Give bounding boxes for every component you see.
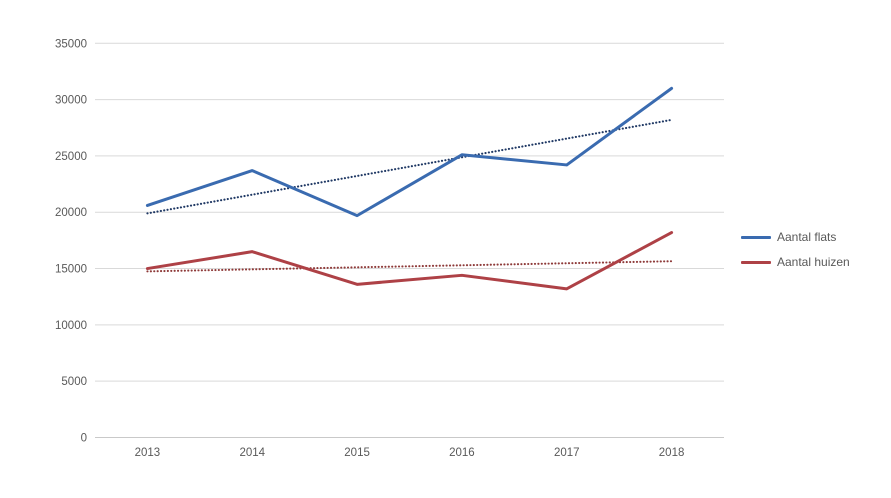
y-axis-tick-label: 35000: [55, 38, 87, 50]
x-axis-tick-label: 2015: [344, 447, 370, 459]
series-line-aantal-flats[interactable]: [145, 86, 674, 218]
legend-item-aantal-huizen[interactable]: Aantal huizen: [741, 252, 850, 272]
y-axis-tick-label: 0: [81, 433, 87, 445]
legend-label-aantal-flats: Aantal flats: [777, 230, 837, 244]
y-axis-tick-label: 30000: [55, 95, 87, 107]
y-axis-tick-label: 25000: [55, 151, 87, 163]
series-line-aantal-huizen[interactable]: [145, 231, 674, 291]
x-axis-tick-label: 2016: [449, 447, 475, 459]
legend-line-swatch-flats: [741, 235, 771, 239]
trendline-aantal-huizen[interactable]: [146, 260, 673, 273]
x-axis-tick-label: 2018: [659, 447, 685, 459]
y-axis-tick-label: 15000: [55, 264, 87, 276]
legend: Aantal flats Aantal huizen: [741, 227, 850, 277]
y-axis-tick-label: 5000: [61, 376, 87, 388]
x-axis-tick-label: 2013: [135, 447, 161, 459]
y-axis-tick-label: 10000: [55, 320, 87, 332]
legend-label-aantal-huizen: Aantal huizen: [777, 255, 850, 269]
legend-line-swatch-huizen: [741, 260, 771, 264]
y-axis-tick-label: 20000: [55, 207, 87, 219]
x-axis-tick-label: 2017: [554, 447, 580, 459]
trendline-aantal-flats[interactable]: [146, 118, 673, 215]
legend-item-aantal-flats[interactable]: Aantal flats: [741, 227, 850, 247]
x-axis-tick-label: 2014: [239, 447, 265, 459]
